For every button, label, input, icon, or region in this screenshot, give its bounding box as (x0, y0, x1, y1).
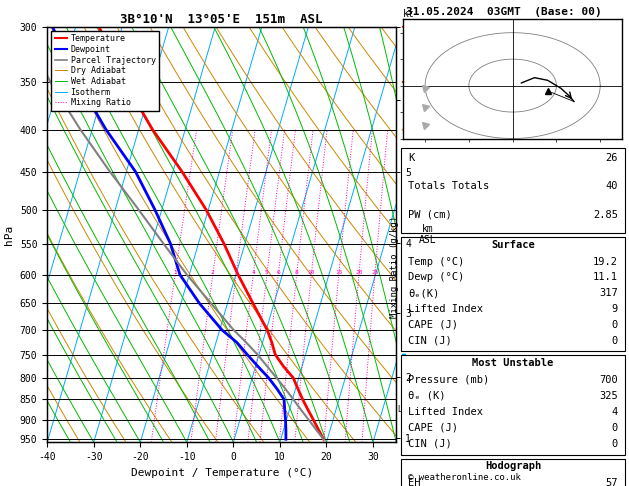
Text: 700: 700 (599, 375, 618, 385)
Y-axis label: hPa: hPa (4, 225, 14, 244)
Text: 0: 0 (611, 320, 618, 330)
Text: CIN (J): CIN (J) (408, 335, 452, 346)
Text: Totals Totals: Totals Totals (408, 181, 489, 191)
Title: 3B°10'N  13°05'E  151m  ASL: 3B°10'N 13°05'E 151m ASL (121, 13, 323, 26)
Text: 2.85: 2.85 (593, 210, 618, 220)
Text: 19.2: 19.2 (593, 257, 618, 267)
Text: © weatheronline.co.uk: © weatheronline.co.uk (408, 473, 521, 482)
Text: K: K (408, 153, 415, 163)
Text: Dewp (°C): Dewp (°C) (408, 272, 464, 282)
Text: Most Unstable: Most Unstable (472, 358, 554, 368)
Text: PW (cm): PW (cm) (408, 210, 452, 220)
Text: CAPE (J): CAPE (J) (408, 320, 458, 330)
Text: 5: 5 (265, 270, 269, 275)
Text: Surface: Surface (491, 240, 535, 250)
Text: Temp (°C): Temp (°C) (408, 257, 464, 267)
Text: 325: 325 (599, 391, 618, 401)
X-axis label: Dewpoint / Temperature (°C): Dewpoint / Temperature (°C) (131, 468, 313, 478)
Text: Hodograph: Hodograph (485, 461, 541, 471)
Text: 9: 9 (611, 304, 618, 314)
Text: 26: 26 (605, 153, 618, 163)
Text: 317: 317 (599, 288, 618, 298)
Bar (401, 237, 625, 351)
Text: 0: 0 (611, 423, 618, 433)
Text: θₑ(K): θₑ(K) (408, 288, 439, 298)
Text: 8: 8 (295, 270, 299, 275)
Bar (401, 148, 625, 233)
Text: 4: 4 (611, 407, 618, 417)
Text: 25: 25 (371, 270, 379, 275)
Text: 6: 6 (276, 270, 280, 275)
Text: 2: 2 (211, 270, 214, 275)
Bar (401, 355, 625, 455)
Text: 40: 40 (605, 181, 618, 191)
Text: 11.1: 11.1 (593, 272, 618, 282)
Text: kt: kt (403, 9, 415, 19)
Text: 3: 3 (234, 270, 238, 275)
Text: 0: 0 (611, 335, 618, 346)
Y-axis label: km
ASL: km ASL (419, 224, 437, 245)
Text: 57: 57 (605, 478, 618, 486)
Text: EH: EH (408, 478, 421, 486)
Text: 20: 20 (355, 270, 363, 275)
Text: Lifted Index: Lifted Index (408, 304, 483, 314)
Text: CAPE (J): CAPE (J) (408, 423, 458, 433)
Text: 10: 10 (308, 270, 315, 275)
Text: θₑ (K): θₑ (K) (408, 391, 445, 401)
Text: Lifted Index: Lifted Index (408, 407, 483, 417)
Text: 15: 15 (335, 270, 343, 275)
Text: 4: 4 (252, 270, 255, 275)
Text: LCL: LCL (398, 405, 411, 415)
Bar (401, 459, 625, 486)
Text: CIN (J): CIN (J) (408, 439, 452, 449)
Text: 31.05.2024  03GMT  (Base: 00): 31.05.2024 03GMT (Base: 00) (406, 7, 601, 17)
Text: Mixing Ratio (g/kg): Mixing Ratio (g/kg) (390, 216, 399, 318)
Legend: Temperature, Dewpoint, Parcel Trajectory, Dry Adiabat, Wet Adiabat, Isotherm, Mi: Temperature, Dewpoint, Parcel Trajectory… (52, 31, 159, 110)
Text: Pressure (mb): Pressure (mb) (408, 375, 489, 385)
Text: 1: 1 (173, 270, 177, 275)
Text: 0: 0 (611, 439, 618, 449)
